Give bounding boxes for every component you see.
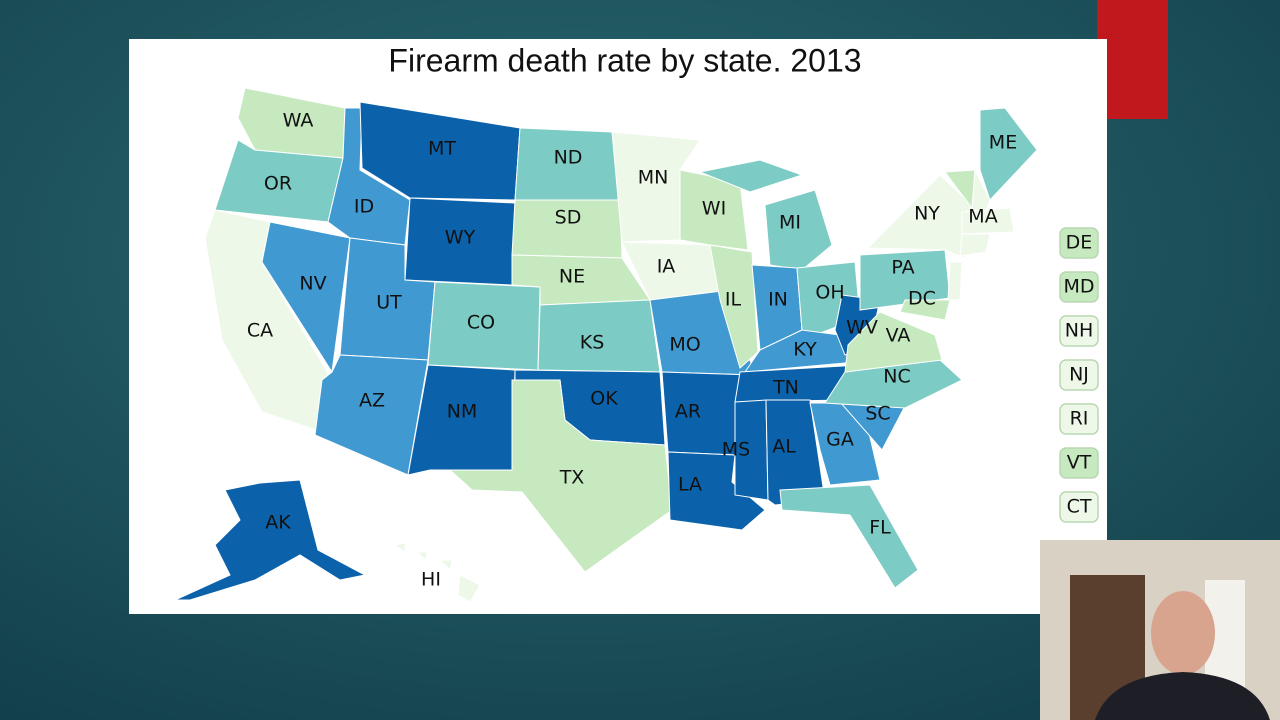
callout-box <box>1059 359 1099 391</box>
state-shape <box>971 168 991 213</box>
callout-box <box>1059 271 1099 303</box>
state-label: WY <box>445 227 476 249</box>
state-label: IA <box>657 256 676 278</box>
state-label: VA <box>886 325 911 347</box>
callout-label: MD <box>1063 276 1094 298</box>
state-label: OR <box>264 173 292 195</box>
state-shape <box>764 189 833 271</box>
map: WA OR CA NV ID MT WY UT AZ CO NM ND SD NE KS OK TX MN IA MO… <box>174 87 1038 603</box>
state-label: KS <box>580 332 605 354</box>
state-shape <box>779 484 919 589</box>
state-shape <box>959 233 991 257</box>
state-label: NY <box>914 203 940 225</box>
callout-box <box>1059 227 1099 259</box>
callout-label: RI <box>1070 408 1089 430</box>
state-label: KY <box>793 339 817 361</box>
state-label: LA <box>678 474 702 496</box>
webcam <box>1040 540 1280 720</box>
state-shape <box>174 479 367 601</box>
state-label: NC <box>883 366 910 388</box>
accent-bar <box>1097 0 1168 119</box>
state-label: PA <box>891 257 914 279</box>
state-label: IL <box>725 289 742 311</box>
webcam-head <box>1151 591 1215 675</box>
state-shape <box>448 379 673 573</box>
state-shape <box>393 542 406 553</box>
state-label: HI <box>421 569 441 591</box>
state-label: ME <box>989 132 1017 154</box>
state-label: MA <box>968 206 997 228</box>
callout-box <box>1059 447 1099 479</box>
state-label: WI <box>702 198 726 220</box>
callout-box <box>1059 315 1099 347</box>
state-label: CO <box>467 312 495 334</box>
callout-box <box>1059 403 1099 435</box>
state-label: ID <box>354 196 374 218</box>
map-title: Firearm death rate by state. 2013 <box>388 42 861 78</box>
callout-label: NJ <box>1069 364 1089 386</box>
small-state-callouts: DE MD NH NJ RI VT CT <box>1059 227 1099 523</box>
state-shape <box>698 159 804 193</box>
state-label: IN <box>768 289 788 311</box>
callout-box <box>1059 491 1099 523</box>
state-label: MI <box>779 212 801 234</box>
callout-label: CT <box>1067 496 1092 518</box>
state-label: AZ <box>359 390 385 412</box>
state-label: NM <box>447 401 478 423</box>
state-label: UT <box>376 292 402 314</box>
callout-label: VT <box>1067 452 1092 474</box>
state-shape <box>359 101 521 201</box>
state-label: OK <box>590 388 618 410</box>
state-label: WV <box>846 317 878 339</box>
state-label: DC <box>908 288 936 310</box>
state-shape <box>214 139 344 223</box>
callout-label: DE <box>1066 232 1093 254</box>
state-label: TX <box>559 467 585 489</box>
state-label: MT <box>428 138 456 160</box>
state-label: ND <box>554 147 583 169</box>
state-shape <box>416 551 429 561</box>
state-label: FL <box>869 517 891 539</box>
state-shape <box>979 107 1038 201</box>
state-shape <box>899 299 951 321</box>
state-label: GA <box>826 429 854 451</box>
state-label: NE <box>559 266 585 288</box>
state-label: OH <box>815 282 844 304</box>
state-label: CA <box>247 320 273 342</box>
state-label: AL <box>772 436 796 458</box>
state-shape <box>709 244 759 369</box>
state-label: AR <box>675 401 701 423</box>
state-shape <box>961 207 1015 235</box>
state-label: TN <box>772 377 799 399</box>
state-shape <box>438 559 453 572</box>
state-label: MS <box>722 439 750 461</box>
state-shape <box>844 311 943 373</box>
state-label: SC <box>865 403 890 425</box>
state-label: NV <box>299 273 326 295</box>
state-shape <box>947 261 963 301</box>
state-label: MO <box>669 334 700 356</box>
state-label: MN <box>638 167 669 189</box>
webcam-shirt <box>1095 672 1270 720</box>
state-shape <box>457 574 481 603</box>
callout-label: NH <box>1065 320 1094 342</box>
state-label: SD <box>555 207 582 229</box>
state-label: AK <box>265 512 291 534</box>
state-label: WA <box>283 110 314 132</box>
